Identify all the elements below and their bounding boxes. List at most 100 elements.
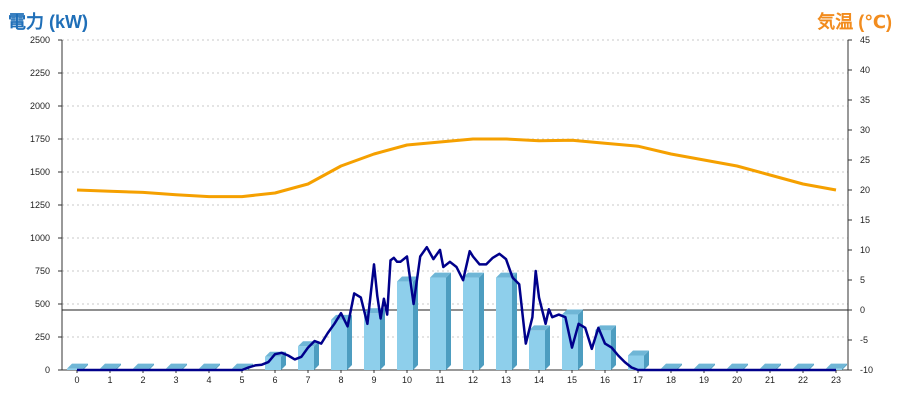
bar-side <box>149 363 154 370</box>
bar-top <box>397 276 418 282</box>
bar-front <box>298 346 314 370</box>
bar-top <box>661 363 682 369</box>
right-tick-label: 0 <box>860 305 865 315</box>
right-tick-label: 15 <box>860 215 870 225</box>
x-tick-label: 12 <box>468 375 478 385</box>
left-tick-label: 1750 <box>30 134 50 144</box>
bar-side <box>380 308 385 370</box>
right-tick-label: -10 <box>860 365 873 375</box>
bar-side <box>116 363 121 370</box>
bar-side <box>710 363 715 370</box>
x-tick-label: 18 <box>666 375 676 385</box>
bar-side <box>182 363 187 370</box>
bar-top <box>760 363 781 369</box>
bar-top <box>67 363 88 369</box>
left-tick-label: 2000 <box>30 101 50 111</box>
power-line <box>77 245 836 372</box>
left-tick-label: 2500 <box>30 35 50 45</box>
right-tick-label: 30 <box>860 125 870 135</box>
bar-side <box>512 272 517 370</box>
x-tick-label: 7 <box>305 375 310 385</box>
bar-front <box>397 281 413 370</box>
right-tick-label: 40 <box>860 65 870 75</box>
bar-side <box>314 341 319 370</box>
right-tick-label: 25 <box>860 155 870 165</box>
bar-top <box>826 363 847 369</box>
left-tick-label: 500 <box>35 299 50 309</box>
bar-top <box>793 363 814 369</box>
bar-top <box>694 363 715 369</box>
bar-top <box>100 363 121 369</box>
bar-side <box>644 350 649 370</box>
bar-front <box>463 277 479 370</box>
bar-front <box>364 313 380 370</box>
bar <box>595 325 616 370</box>
x-tick-label: 16 <box>600 375 610 385</box>
bar-side <box>347 314 352 370</box>
bar-side <box>809 363 814 370</box>
bar-side <box>611 325 616 370</box>
right-axis-title: 気温 (℃) <box>817 12 892 32</box>
bar-side <box>545 325 550 370</box>
bar-side <box>677 363 682 370</box>
bar-top <box>166 363 187 369</box>
left-tick-label: 1000 <box>30 233 50 243</box>
x-tick-label: 3 <box>173 375 178 385</box>
bar-side <box>578 309 583 370</box>
x-tick-label: 6 <box>272 375 277 385</box>
x-tick-label: 0 <box>74 375 79 385</box>
bar-side <box>743 363 748 370</box>
left-axis-title: 電力 (kW) <box>8 12 88 32</box>
bar-top <box>463 272 484 278</box>
left-tick-label: 1500 <box>30 167 50 177</box>
bar-top <box>529 325 550 331</box>
bar-top <box>199 363 220 369</box>
bar-front <box>331 319 347 370</box>
bar-front <box>430 277 446 370</box>
bar-side <box>446 272 451 370</box>
bar-top <box>727 363 748 369</box>
bar <box>463 272 484 370</box>
bar-top <box>430 272 451 278</box>
right-tick-label: 5 <box>860 275 865 285</box>
left-tick-label: 2250 <box>30 68 50 78</box>
bar-side <box>83 363 88 370</box>
right-tick-label: -5 <box>860 335 868 345</box>
x-tick-label: 5 <box>239 375 244 385</box>
right-tick-label: 10 <box>860 245 870 255</box>
bar-side <box>776 363 781 370</box>
bar <box>430 272 451 370</box>
x-tick-label: 17 <box>633 375 643 385</box>
bar-side <box>842 363 847 370</box>
right-tick-label: 20 <box>860 185 870 195</box>
left-tick-label: 250 <box>35 332 50 342</box>
bar <box>67 363 88 370</box>
x-tick-label: 19 <box>699 375 709 385</box>
x-tick-label: 8 <box>338 375 343 385</box>
bar-side <box>215 363 220 370</box>
bar <box>529 325 550 370</box>
x-tick-label: 1 <box>107 375 112 385</box>
bar-front <box>529 330 545 370</box>
x-tick-label: 14 <box>534 375 544 385</box>
x-tick-label: 22 <box>798 375 808 385</box>
bar <box>496 272 517 370</box>
x-tick-label: 4 <box>206 375 211 385</box>
x-tick-label: 2 <box>140 375 145 385</box>
bar-top <box>562 309 583 315</box>
left-tick-label: 750 <box>35 266 50 276</box>
x-tick-label: 13 <box>501 375 511 385</box>
x-tick-label: 10 <box>402 375 412 385</box>
left-tick-label: 1250 <box>30 200 50 210</box>
bar-top <box>133 363 154 369</box>
left-tick-label: 0 <box>45 365 50 375</box>
bar-side <box>281 351 286 370</box>
right-tick-label: 35 <box>860 95 870 105</box>
x-tick-label: 9 <box>371 375 376 385</box>
bar-front <box>67 368 83 370</box>
bar-top <box>628 350 649 356</box>
x-tick-label: 15 <box>567 375 577 385</box>
right-tick-label: 45 <box>860 35 870 45</box>
x-tick-label: 20 <box>732 375 742 385</box>
